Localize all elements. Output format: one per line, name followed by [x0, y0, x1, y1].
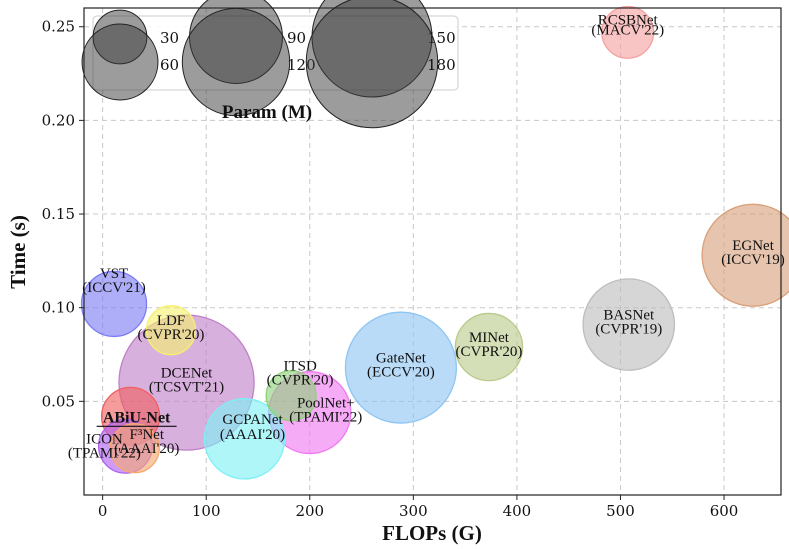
- label-rcsbnet: RCSBNet(MACV'22): [591, 12, 664, 38]
- bubble-itsd: [265, 370, 317, 422]
- point-name: F³Net: [129, 427, 164, 443]
- plot-frame: [83, 7, 782, 496]
- y-tick-label: 0.25: [42, 18, 75, 36]
- label-gcpanet: GCPANet(AAAI'20): [220, 412, 285, 443]
- point-venue: (MACV'22): [591, 22, 664, 38]
- x-tick-label: 200: [295, 502, 324, 520]
- y-tick-label: 0.20: [42, 111, 75, 129]
- point-venue: (AAAI'20): [114, 441, 179, 457]
- legend-size-marker: [181, 7, 291, 117]
- legend-title: Param (M): [222, 102, 312, 123]
- label-poolnet: PoolNet+(TPAMI'22): [289, 396, 362, 426]
- point-name: RCSBNet: [598, 12, 659, 28]
- y-tick-label: 0.10: [42, 299, 75, 317]
- label-itsd: ITSD(CVPR'20): [267, 359, 334, 389]
- x-tick-label: 300: [399, 502, 428, 520]
- legend-size-label: 180: [427, 56, 456, 74]
- label-gatenet: GateNet(ECCV'20): [367, 351, 435, 381]
- legend-size-label: 90: [287, 29, 306, 47]
- point-name: ICON: [86, 431, 123, 447]
- point-name: MINet: [469, 330, 510, 346]
- point-labels: RCSBNet(MACV'22)EGNet(ICCV'19)BASNet(CVP…: [68, 12, 785, 461]
- point-venue: (ECCV'20): [367, 365, 435, 381]
- bubble-basnet: [582, 278, 676, 371]
- point-venue: (CVPR'20): [455, 344, 522, 360]
- x-tick-label: 500: [606, 502, 635, 520]
- x-axis-title: FLOPs (G): [382, 521, 482, 545]
- point-venue: (AAAI'20): [220, 427, 285, 443]
- point-name: BASNet: [603, 308, 655, 324]
- point-name: EGNet: [732, 238, 774, 254]
- bubble-gcpanet: [203, 398, 286, 480]
- point-venue: (TPAMI'22): [68, 445, 141, 461]
- label-dcenet: DCENet(TCSVT'21): [149, 366, 224, 396]
- y-tick-label: 0.05: [42, 392, 75, 410]
- bubble-minet: [454, 312, 524, 382]
- label-icon: ICON(TPAMI'22): [68, 431, 141, 461]
- y-axis-title: Time (s): [6, 215, 30, 289]
- point-name: VST: [100, 266, 128, 282]
- label-egnet: EGNet(ICCV'19): [721, 238, 785, 268]
- bubble-ldf: [145, 305, 197, 356]
- y-tick-label: 0.15: [42, 205, 75, 223]
- bubble-rcsbnet: [601, 5, 655, 59]
- point-venue: (TPAMI'22): [289, 410, 362, 426]
- x-tick-label: 0: [98, 502, 108, 520]
- x-tick-label: 600: [710, 502, 739, 520]
- legend-size-marker: [305, 0, 439, 129]
- label-vst: VST(ICCV'21): [82, 266, 146, 296]
- point-venue: (CVPR'19): [595, 322, 662, 338]
- label-abiu-net: ABiU-Net: [96, 409, 177, 427]
- legend-size-label: 30: [160, 29, 179, 47]
- x-tick-label: 100: [192, 502, 221, 520]
- point-name: GateNet: [376, 351, 427, 367]
- point-name: ITSD: [283, 359, 317, 375]
- label-basnet: BASNet(CVPR'19): [595, 308, 662, 338]
- label-ldf: LDF(CVPR'20): [138, 313, 205, 343]
- label-minet: MINet(CVPR'20): [455, 330, 522, 360]
- point-name: ABiU-Net: [103, 409, 171, 426]
- point-venue: (TCSVT'21): [149, 380, 224, 396]
- label-f-net: F³Net(AAAI'20): [114, 427, 179, 457]
- legend-size-label: 60: [160, 56, 179, 74]
- point-venue: (CVPR'20): [138, 327, 205, 343]
- point-name: DCENet: [161, 366, 213, 382]
- point-name: GCPANet: [222, 412, 283, 428]
- legend-size-marker: [81, 23, 159, 101]
- point-venue: (ICCV'19): [721, 252, 785, 268]
- legend-entry-180: 180: [305, 0, 456, 129]
- axis-ticks: 0 100 200 300 400 500 600 0.05 0.10 0.15 0.20 0.25: [42, 18, 739, 520]
- bubble-gatenet: [344, 311, 457, 424]
- point-name: PoolNet+: [297, 396, 355, 412]
- bubble-f-net: [109, 423, 160, 474]
- bubble-vst: [80, 270, 148, 338]
- x-tick-label: 400: [503, 502, 532, 520]
- point-venue: (CVPR'20): [267, 373, 334, 389]
- bubble-series: [80, 5, 789, 480]
- point-name: LDF: [157, 313, 185, 329]
- point-venue: (ICCV'21): [82, 280, 146, 296]
- bubble-egnet: [701, 203, 789, 307]
- legend-entry-60: 60: [81, 23, 179, 101]
